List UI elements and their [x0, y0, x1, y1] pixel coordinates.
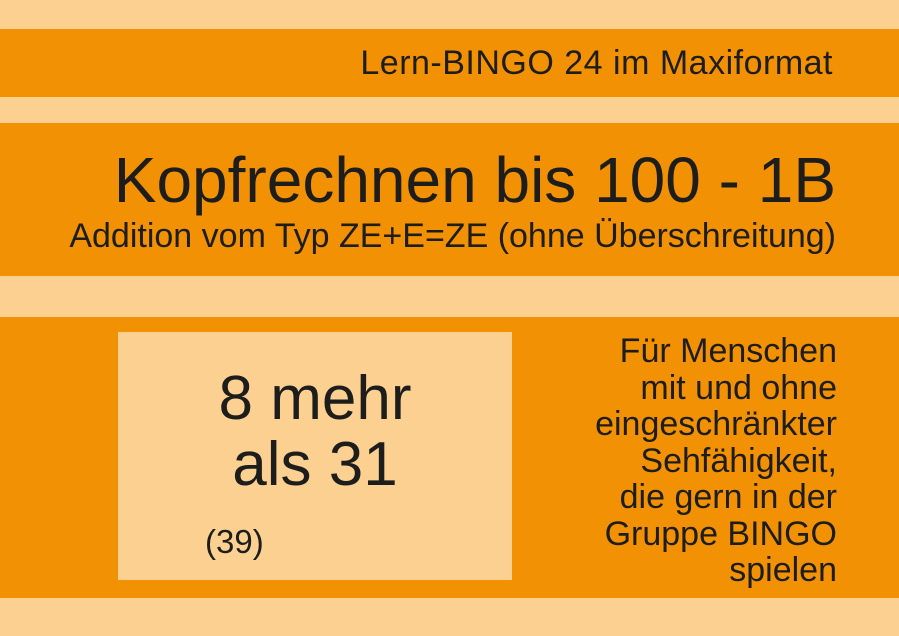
audience-note-line: eingeschränkter [595, 405, 837, 443]
task-text: 8 mehr als 31 [118, 366, 512, 498]
task-line-1: 8 mehr [218, 364, 412, 433]
audience-note-line: spielen [729, 551, 837, 589]
audience-note-line: Gruppe BINGO [604, 514, 837, 553]
task-solution: (39) [205, 523, 264, 560]
page-subtitle: Addition vom Typ ZE+E=ZE (ohne Überschre… [69, 216, 836, 255]
title-band: Kopfrechnen bis 100 - 1B Addition vom Ty… [0, 123, 899, 276]
main-band: 8 mehr als 31 (39) Für Menschen mit und … [0, 317, 899, 598]
audience-note-line: die gern in der [619, 478, 837, 516]
audience-note-line: mit und ohne [640, 368, 837, 407]
page-title: Kopfrechnen bis 100 - 1B [113, 143, 836, 216]
audience-note-line: Sehfähigkeit, [640, 441, 837, 480]
task-card: 8 mehr als 31 (39) [118, 332, 512, 580]
series-label: Lern-BINGO 24 im Maxiformat [360, 43, 833, 82]
audience-note-line: Für Menschen [619, 332, 837, 370]
task-line-2: als 31 [232, 430, 398, 499]
header-band: Lern-BINGO 24 im Maxiformat [0, 29, 899, 97]
audience-note: Für Menschen mit und ohne eingeschränkte… [595, 333, 837, 589]
